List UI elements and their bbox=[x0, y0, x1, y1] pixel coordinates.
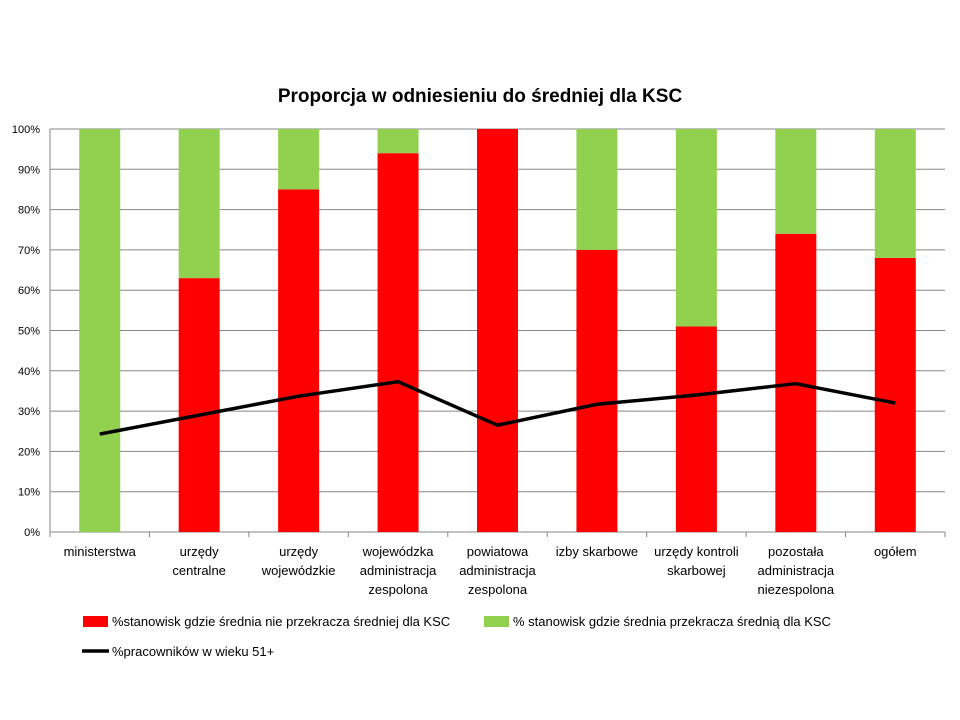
bar-segment bbox=[675, 129, 717, 327]
x-category-label: administracja bbox=[360, 563, 437, 578]
y-tick-label: 0% bbox=[24, 527, 40, 539]
x-category-label: zespolona bbox=[368, 582, 428, 597]
y-tick-label: 30% bbox=[18, 406, 40, 418]
legend-swatch bbox=[484, 616, 509, 627]
chart-title: Proporcja w odniesieniu do średniej dla … bbox=[277, 86, 683, 107]
bar-segment bbox=[178, 278, 220, 532]
bar-segment bbox=[874, 129, 916, 258]
y-tick-label: 100% bbox=[12, 124, 40, 136]
bar-segment bbox=[477, 129, 518, 532]
bar-segment bbox=[874, 257, 916, 532]
x-category-label: wojewódzka bbox=[362, 544, 435, 559]
y-tick-label: 60% bbox=[18, 285, 40, 297]
bar-segment bbox=[178, 129, 220, 279]
x-category-label: administracja bbox=[758, 563, 835, 578]
x-category-label: zespolona bbox=[468, 582, 528, 597]
legend-label: %stanowisk gdzie średnia nie przekracza … bbox=[112, 614, 450, 629]
bar-segment bbox=[377, 129, 419, 154]
bar-segment bbox=[79, 129, 121, 532]
bar-segment bbox=[675, 326, 717, 532]
y-tick-label: 90% bbox=[18, 164, 40, 176]
x-category-label: izby skarbowe bbox=[556, 544, 638, 559]
bar-segment bbox=[576, 129, 618, 250]
line-series bbox=[99, 379, 896, 436]
legend-label: %pracowników w wieku 51+ bbox=[112, 644, 274, 659]
legend-swatch bbox=[83, 616, 108, 627]
x-category-label: administracja bbox=[459, 563, 536, 578]
x-category-label: niezespolona bbox=[758, 582, 835, 597]
y-tick-label: 50% bbox=[18, 326, 40, 338]
y-tick-label: 20% bbox=[18, 446, 40, 458]
x-category-label: wojewódzkie bbox=[261, 563, 336, 578]
x-category-label: skarbowej bbox=[667, 563, 726, 578]
bar-segment bbox=[278, 129, 320, 190]
bar-segment bbox=[377, 153, 419, 532]
x-category-label: centralne bbox=[172, 563, 225, 578]
x-category-label: ministerstwa bbox=[64, 544, 137, 559]
y-tick-label: 10% bbox=[18, 487, 40, 499]
bar-segment bbox=[775, 129, 817, 234]
bar-segment bbox=[278, 189, 320, 532]
x-category-label: ogółem bbox=[874, 544, 917, 559]
y-tick-label: 80% bbox=[18, 205, 40, 217]
x-category-label: urzędy bbox=[279, 544, 319, 559]
y-tick-label: 70% bbox=[18, 245, 40, 257]
legend-label: % stanowisk gdzie średnia przekracza śre… bbox=[513, 614, 831, 629]
y-tick-label: 40% bbox=[18, 366, 40, 378]
x-category-label: urzędy kontroli bbox=[654, 544, 739, 559]
x-category-label: powiatowa bbox=[467, 544, 529, 559]
bar-segment bbox=[576, 249, 618, 532]
x-category-label: pozostała bbox=[768, 544, 824, 559]
x-category-label: urzędy bbox=[180, 544, 220, 559]
